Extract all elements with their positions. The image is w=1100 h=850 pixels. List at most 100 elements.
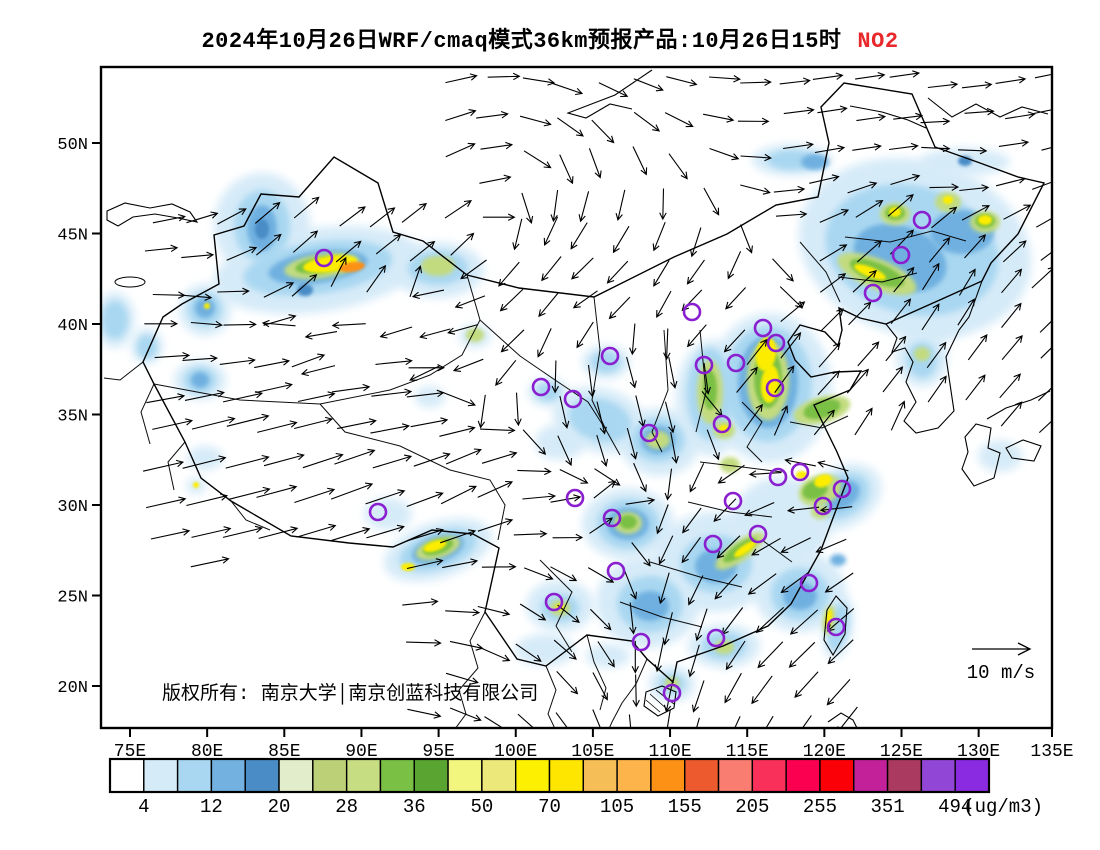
wind-arrow — [747, 573, 777, 595]
wind-arrow — [846, 368, 869, 394]
wind-arrow — [152, 213, 186, 224]
wind-arrow — [513, 530, 548, 538]
city-marker — [813, 496, 833, 516]
province-border — [609, 658, 648, 727]
wind-arrow — [773, 185, 806, 194]
colorbar-unit-label: (ug/m3) — [963, 796, 1043, 818]
wind-arrow — [995, 176, 1027, 187]
wind-arrow — [594, 468, 621, 486]
wind-arrow — [713, 498, 737, 523]
wind-arrow — [186, 211, 219, 224]
wind-arrow — [740, 153, 772, 162]
province-border — [651, 329, 669, 453]
lon-label: 100E — [494, 742, 537, 762]
wind-arrow — [440, 529, 477, 544]
wind-arrow — [691, 680, 705, 713]
wind-arrow — [559, 395, 570, 429]
lon-label: 130E — [957, 742, 1000, 762]
no2-plume — [187, 446, 223, 470]
province-border — [695, 329, 707, 433]
no2-plume — [978, 440, 1022, 472]
wind-arrow — [1038, 387, 1051, 402]
wind-arrow — [788, 641, 816, 668]
wind-arrow — [553, 639, 577, 660]
wind-arrow — [550, 494, 582, 503]
wind-arrow — [746, 338, 768, 366]
wind-arrow — [256, 233, 282, 256]
no2-plume — [646, 431, 670, 449]
wind-arrow — [479, 174, 512, 184]
no2-plume — [631, 591, 669, 621]
colorbar-cell — [481, 758, 517, 793]
wind-arrow — [375, 357, 413, 366]
map-area: 版权所有: 南京大学│南京创蓝科技有限公司 10 m/s — [102, 69, 1051, 727]
wind-arrow — [813, 409, 835, 436]
wind-arrow — [440, 485, 477, 505]
wind-arrow — [522, 77, 556, 86]
no2-plume — [191, 372, 209, 388]
wind-arrow — [410, 417, 449, 428]
lake-outline — [114, 276, 146, 288]
wind-arrow — [445, 608, 481, 617]
no2-plume — [734, 540, 756, 558]
city-marker — [368, 502, 388, 522]
wind-arrow — [592, 709, 601, 727]
wind-arrow — [294, 487, 336, 504]
wind-arrow — [847, 181, 878, 194]
wind-arrow — [773, 405, 789, 436]
lat-label: 25N — [57, 589, 88, 608]
wind-arrow — [633, 111, 661, 132]
city-marker — [606, 561, 626, 581]
wind-arrow — [543, 216, 559, 246]
wind-arrow — [222, 525, 263, 538]
colorbar-cell — [650, 758, 686, 793]
no2-plume — [193, 482, 199, 488]
wind-arrow — [706, 429, 720, 461]
wind-arrow — [882, 366, 904, 393]
wind-arrow — [578, 191, 590, 223]
wind-arrow — [751, 675, 773, 705]
colorbar-cell — [514, 758, 551, 793]
wind-arrow — [652, 221, 666, 252]
no2-plume — [830, 554, 846, 566]
wind-arrow — [967, 334, 988, 361]
province-border — [761, 539, 793, 563]
wind-arrow — [709, 147, 740, 161]
wind-arrow — [666, 709, 671, 727]
wind-arrow — [780, 301, 806, 323]
wind-arrow — [482, 213, 516, 221]
city-marker — [863, 283, 883, 303]
wind-arrow — [335, 240, 362, 263]
lat-label: 20N — [57, 679, 88, 698]
coastline — [849, 105, 927, 129]
colorbar-cell — [210, 758, 246, 793]
wind-arrow — [682, 507, 702, 534]
wind-arrow — [724, 672, 742, 704]
wind-arrow — [217, 208, 247, 225]
wind-arrow — [686, 324, 707, 348]
wind-arrow — [263, 452, 305, 467]
wind-arrow — [555, 712, 568, 727]
wind-arrow — [736, 366, 758, 393]
wind-arrow — [589, 517, 614, 534]
wind-arrow — [517, 467, 552, 476]
wind-arrow — [477, 480, 514, 498]
wind-arrow — [817, 105, 848, 114]
wind-arrow — [512, 218, 523, 251]
wind-arrow — [848, 301, 872, 326]
wind-arrow — [734, 716, 741, 727]
no2-plume — [720, 457, 740, 473]
wind-arrow — [927, 81, 959, 89]
wind-arrow — [408, 364, 446, 372]
wind-arrow — [818, 342, 841, 368]
title-text: 2024年10月26日WRF/cmaq模式36km预报产品:10月26日15时 — [201, 29, 842, 54]
wind-arrow — [413, 452, 451, 467]
wind-arrow — [1003, 204, 1032, 220]
wind-arrow — [743, 403, 763, 432]
coastline — [106, 202, 199, 227]
wind-arrow — [487, 72, 521, 81]
coastline — [566, 69, 653, 119]
wind-arrow — [556, 117, 584, 137]
wind-arrow — [690, 227, 702, 258]
